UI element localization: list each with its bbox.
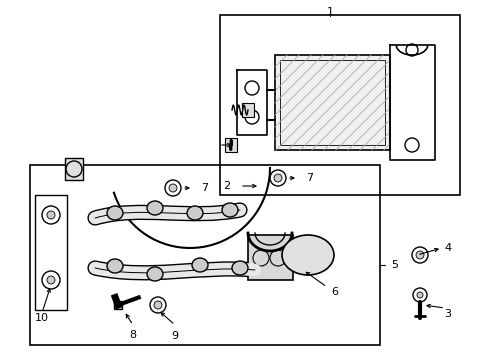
Text: 6: 6: [332, 287, 339, 297]
Ellipse shape: [147, 267, 163, 281]
Circle shape: [154, 301, 162, 309]
Bar: [242, 103, 254, 117]
Bar: [114, 301, 122, 309]
Circle shape: [47, 211, 55, 219]
Circle shape: [195, 260, 205, 270]
Circle shape: [289, 241, 307, 259]
Text: 8: 8: [129, 330, 137, 340]
Text: 5: 5: [392, 260, 398, 270]
Bar: [275, 55, 390, 150]
Ellipse shape: [107, 206, 123, 220]
Circle shape: [110, 208, 120, 218]
Circle shape: [417, 292, 423, 298]
Ellipse shape: [107, 259, 123, 273]
Circle shape: [294, 246, 302, 254]
Bar: [280, 60, 385, 145]
Text: 2: 2: [223, 181, 231, 191]
Circle shape: [110, 261, 120, 271]
Circle shape: [169, 184, 177, 192]
Ellipse shape: [187, 206, 203, 220]
Circle shape: [190, 208, 200, 218]
Ellipse shape: [282, 235, 334, 275]
Ellipse shape: [232, 261, 248, 275]
Circle shape: [416, 251, 424, 259]
Text: 7: 7: [306, 173, 314, 183]
Circle shape: [309, 251, 327, 269]
Bar: [225, 138, 237, 152]
Bar: [220, 15, 460, 195]
Text: 4: 4: [444, 243, 452, 253]
Ellipse shape: [147, 201, 163, 215]
Text: 9: 9: [172, 331, 178, 341]
Bar: [248, 235, 293, 280]
Circle shape: [150, 203, 160, 213]
Ellipse shape: [192, 258, 208, 272]
Circle shape: [150, 269, 160, 279]
Circle shape: [235, 263, 245, 273]
Bar: [35, 195, 67, 310]
Circle shape: [314, 256, 322, 264]
Circle shape: [225, 205, 235, 215]
Text: 10: 10: [35, 313, 49, 323]
Ellipse shape: [222, 203, 238, 217]
Text: 3: 3: [444, 309, 451, 319]
Circle shape: [47, 276, 55, 284]
Circle shape: [274, 174, 282, 182]
Text: 7: 7: [201, 183, 209, 193]
Bar: [30, 165, 380, 345]
Text: 1: 1: [326, 7, 334, 17]
Bar: [65, 158, 83, 180]
